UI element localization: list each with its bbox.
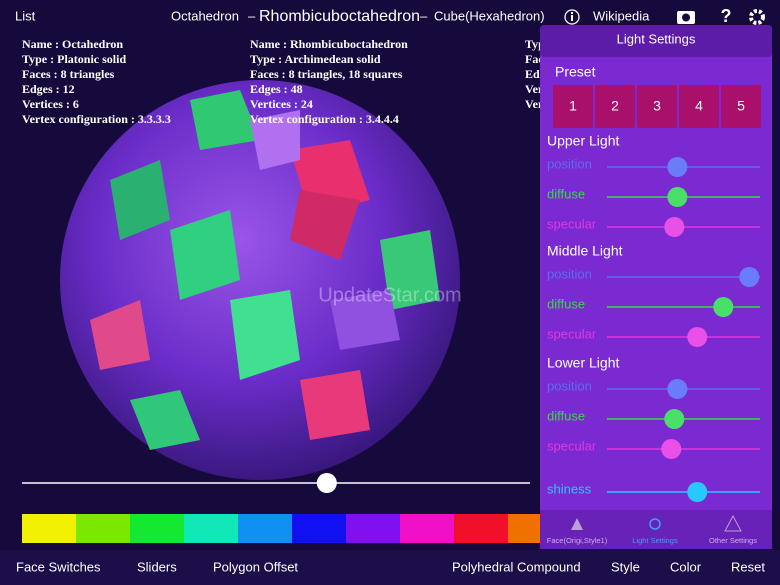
bottom-button[interactable]: Face Switches xyxy=(16,559,101,574)
list-button[interactable]: List xyxy=(15,8,36,23)
slider-knob[interactable] xyxy=(661,439,682,459)
info-line: Vertex configuration : 3.4.4.4 xyxy=(250,112,399,126)
info-line: Name : Octahedron xyxy=(22,37,123,51)
info-icon[interactable] xyxy=(564,9,580,25)
color-swatch[interactable] xyxy=(130,514,184,543)
tab-icon xyxy=(571,518,583,530)
info-line: Vertices : 24 xyxy=(250,97,313,111)
polyhedron-render xyxy=(60,80,460,480)
top-icons: ? xyxy=(564,6,765,26)
info-line: Vertex configuration : 3.3.3.3 xyxy=(22,112,171,126)
info-line: Vertices : 6 xyxy=(22,97,79,111)
title: Rhombicuboctahedron xyxy=(259,8,420,25)
bottom-button[interactable]: Reset xyxy=(731,559,765,574)
color-swatch[interactable] xyxy=(184,514,238,543)
bottom-button[interactable]: Polygon Offset xyxy=(213,559,298,574)
bottom-button[interactable]: Sliders xyxy=(137,559,177,574)
color-swatch[interactable] xyxy=(346,514,400,543)
settings-icon[interactable] xyxy=(749,9,765,25)
slider-label: position xyxy=(547,378,592,393)
separator: – xyxy=(248,8,256,23)
panel-header xyxy=(540,25,772,57)
slider-knob[interactable] xyxy=(687,327,708,347)
tab-icon xyxy=(649,518,661,530)
slider-knob[interactable] xyxy=(667,187,688,207)
slider-knob[interactable] xyxy=(739,267,760,287)
slider-knob[interactable] xyxy=(664,409,685,429)
slider-knob[interactable] xyxy=(667,379,688,399)
preset-button[interactable] xyxy=(553,85,593,128)
help-icon[interactable]: ? xyxy=(721,6,732,26)
slider-label: shiness xyxy=(547,481,592,496)
preset-button[interactable] xyxy=(637,85,677,128)
info-line: Edges : 12 xyxy=(22,82,75,96)
preset-label: 3 xyxy=(653,98,661,114)
slider-label: diffuse xyxy=(547,186,585,201)
preset-label: 2 xyxy=(611,98,619,114)
info-line: Fac xyxy=(525,52,544,66)
slider-label: diffuse xyxy=(547,408,585,423)
info-line: Ver xyxy=(525,97,544,111)
color-swatch[interactable] xyxy=(22,514,76,543)
info-line: Edges : 48 xyxy=(250,82,303,96)
separator: – xyxy=(420,8,428,23)
info-line: Faces : 8 triangles xyxy=(22,67,115,81)
info-line: Faces : 8 triangles, 18 squares xyxy=(250,67,403,81)
color-swatch[interactable] xyxy=(238,514,292,543)
left-shape[interactable]: Octahedron xyxy=(171,8,239,23)
group-title: Middle Light xyxy=(547,243,623,259)
wikipedia-link[interactable]: Wikipedia xyxy=(593,8,650,23)
tab-label[interactable]: Face(Origi,Style1) xyxy=(547,536,608,545)
tab-label[interactable]: Light Settings xyxy=(632,536,678,545)
preset-label: 4 xyxy=(695,98,703,114)
slider-knob[interactable] xyxy=(687,482,708,502)
group-title: Lower Light xyxy=(547,355,619,371)
slider-label: diffuse xyxy=(547,296,585,311)
preset-label: Preset xyxy=(555,64,596,80)
bottom-bar xyxy=(0,550,780,585)
preset-label: 5 xyxy=(737,98,745,114)
slider-knob[interactable] xyxy=(316,473,337,493)
color-swatch[interactable] xyxy=(454,514,508,543)
info-line: Type : Platonic solid xyxy=(22,52,126,66)
slider-knob[interactable] xyxy=(713,297,734,317)
slider-label: position xyxy=(547,266,592,281)
preset-button[interactable] xyxy=(721,85,761,128)
panel-title: Light Settings xyxy=(617,31,696,46)
slider-knob[interactable] xyxy=(664,217,685,237)
info-line: Type : Archimedean solid xyxy=(250,52,381,66)
color-swatch[interactable] xyxy=(400,514,454,543)
info-line: Name : Rhombicuboctahedron xyxy=(250,37,408,51)
slider-label: position xyxy=(547,156,592,171)
info-line: Ver xyxy=(525,82,544,96)
slider-label: specular xyxy=(547,326,597,341)
color-swatch[interactable] xyxy=(292,514,346,543)
watermark: UpdateStar.com xyxy=(318,284,461,306)
settings-panel xyxy=(540,25,772,549)
slider-label: specular xyxy=(547,216,597,231)
slider-label: specular xyxy=(547,438,597,453)
color-swatch[interactable] xyxy=(76,514,130,543)
preset-button[interactable] xyxy=(595,85,635,128)
bottom-button[interactable]: Color xyxy=(670,559,702,574)
preset-label: 1 xyxy=(569,98,577,114)
right-shape[interactable]: Cube(Hexahedron) xyxy=(434,8,545,23)
preset-button[interactable] xyxy=(679,85,719,128)
bottom-button[interactable]: Style xyxy=(611,559,640,574)
bottom-button[interactable]: Polyhedral Compound xyxy=(452,559,581,574)
group-title: Upper Light xyxy=(547,133,619,149)
slider-knob[interactable] xyxy=(667,157,688,177)
tab-label[interactable]: Other Settings xyxy=(709,536,757,545)
tab-icon xyxy=(724,514,742,532)
info-line: Ed xyxy=(525,67,540,81)
